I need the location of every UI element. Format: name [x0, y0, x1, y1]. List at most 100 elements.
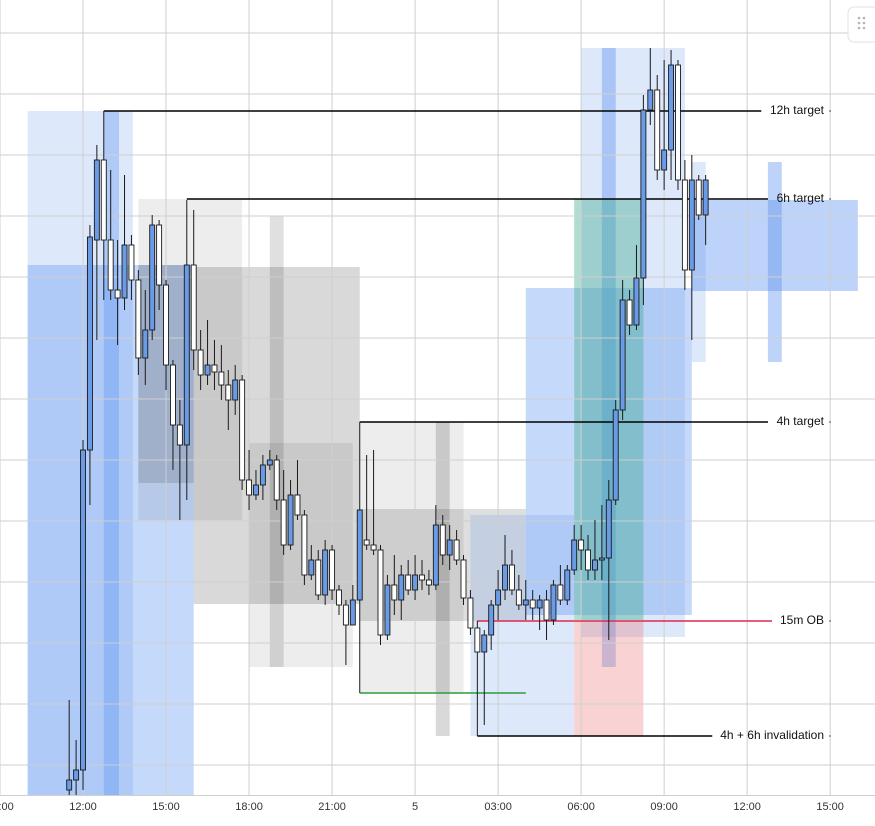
candle-body: [329, 549, 336, 591]
handle-box[interactable]: [847, 6, 875, 43]
candle-body: [183, 264, 190, 446]
zones: [27, 48, 858, 795]
candle-body: [349, 599, 356, 626]
candle-body: [253, 484, 259, 496]
candle-body: [550, 584, 557, 621]
candle-body: [695, 179, 702, 216]
candle-body: [142, 329, 149, 359]
candle-body: [114, 289, 121, 299]
candle-body: [578, 539, 585, 551]
candle-body: [197, 349, 204, 376]
candle-body: [211, 364, 218, 373]
candle-body: [73, 769, 80, 781]
candle-body: [218, 371, 225, 386]
candle-body: [363, 539, 370, 546]
candle-body: [481, 634, 488, 653]
candle-body: [128, 244, 135, 281]
candle-body: [232, 379, 239, 401]
candle-body: [356, 509, 363, 601]
candle-body: [439, 524, 446, 556]
zone: [581, 48, 685, 637]
candle-body: [419, 574, 425, 581]
candle-body: [308, 559, 315, 576]
candle-body: [585, 549, 591, 571]
candle-body: [432, 524, 439, 586]
candle-body: [508, 564, 515, 591]
x-tick-label: 15:00: [816, 801, 844, 813]
x-axis: 09:00 12:00 15:00 18:00 21:00 5 03:00 06:00 09:0…: [0, 795, 875, 813]
zone: [359, 422, 464, 693]
candle-body: [460, 559, 467, 599]
candle-body: [80, 449, 86, 771]
x-tick-label: 09:00: [0, 801, 14, 813]
zone: [601, 48, 616, 667]
candle-body: [107, 239, 114, 291]
candle-body: [688, 179, 695, 271]
x-tick-label: 18:00: [235, 801, 263, 813]
candle-body: [100, 159, 107, 241]
candle-body: [571, 539, 578, 571]
candle-body: [93, 159, 100, 241]
zone: [249, 443, 353, 667]
candle-body: [156, 224, 163, 286]
candle-body: [239, 379, 246, 481]
candle-body: [204, 364, 211, 376]
candle-body: [515, 589, 522, 606]
drag-handle[interactable]: [847, 6, 875, 43]
candle-body: [681, 179, 688, 271]
candle-body: [488, 604, 495, 636]
candle-body: [315, 559, 322, 596]
levels: 12h target 6h target 4h target 15m OB 4h + 6…: [103, 103, 831, 742]
candle-body: [225, 384, 232, 401]
candle-body: [446, 539, 453, 556]
candle-body: [301, 514, 308, 576]
zone: [435, 422, 450, 736]
candle-body: [370, 544, 377, 551]
candle-body: [467, 597, 474, 629]
x-tick-label: 06:00: [567, 801, 595, 813]
candle-body: [287, 494, 294, 546]
x-tick-label: 12:00: [69, 801, 97, 813]
candle-body: [398, 574, 405, 601]
candle-body: [661, 149, 668, 171]
candle-body: [280, 499, 287, 546]
candle-body: [391, 584, 398, 601]
candle-body: [592, 559, 598, 571]
candle-body: [246, 479, 253, 496]
level-label: 15m OB: [780, 613, 824, 627]
zone: [470, 515, 575, 736]
candle-body: [633, 277, 640, 326]
candle-body: [502, 564, 508, 591]
candle-body: [273, 459, 280, 501]
zone: [574, 621, 644, 736]
candle-body: [170, 364, 176, 426]
candle-body: [529, 599, 536, 609]
level-label: 4h + 6h invalidation: [720, 728, 824, 742]
candle-body: [384, 584, 391, 636]
candle-body: [675, 64, 681, 181]
candle-body: [135, 279, 142, 359]
candle-body: [66, 779, 73, 791]
candle-body: [647, 89, 654, 111]
zone: [691, 162, 706, 362]
candle-body: [619, 299, 626, 411]
candle-body: [412, 574, 419, 591]
candle-body: [654, 89, 661, 171]
candle-body: [86, 236, 93, 451]
candle-body: [190, 264, 197, 351]
candle-body: [453, 539, 460, 561]
zone: [767, 162, 782, 362]
candle-body: [557, 584, 564, 601]
candle-body: [536, 599, 543, 609]
zone: [269, 216, 284, 667]
candle-body: [564, 569, 571, 601]
candle-body: [336, 589, 342, 606]
candle-body: [612, 409, 619, 501]
candle-body: [543, 599, 550, 621]
level-label: 6h target: [777, 191, 825, 205]
candle-body: [702, 179, 709, 216]
candle-body: [163, 284, 169, 366]
candle-body: [668, 64, 675, 151]
candle-body: [121, 244, 128, 299]
